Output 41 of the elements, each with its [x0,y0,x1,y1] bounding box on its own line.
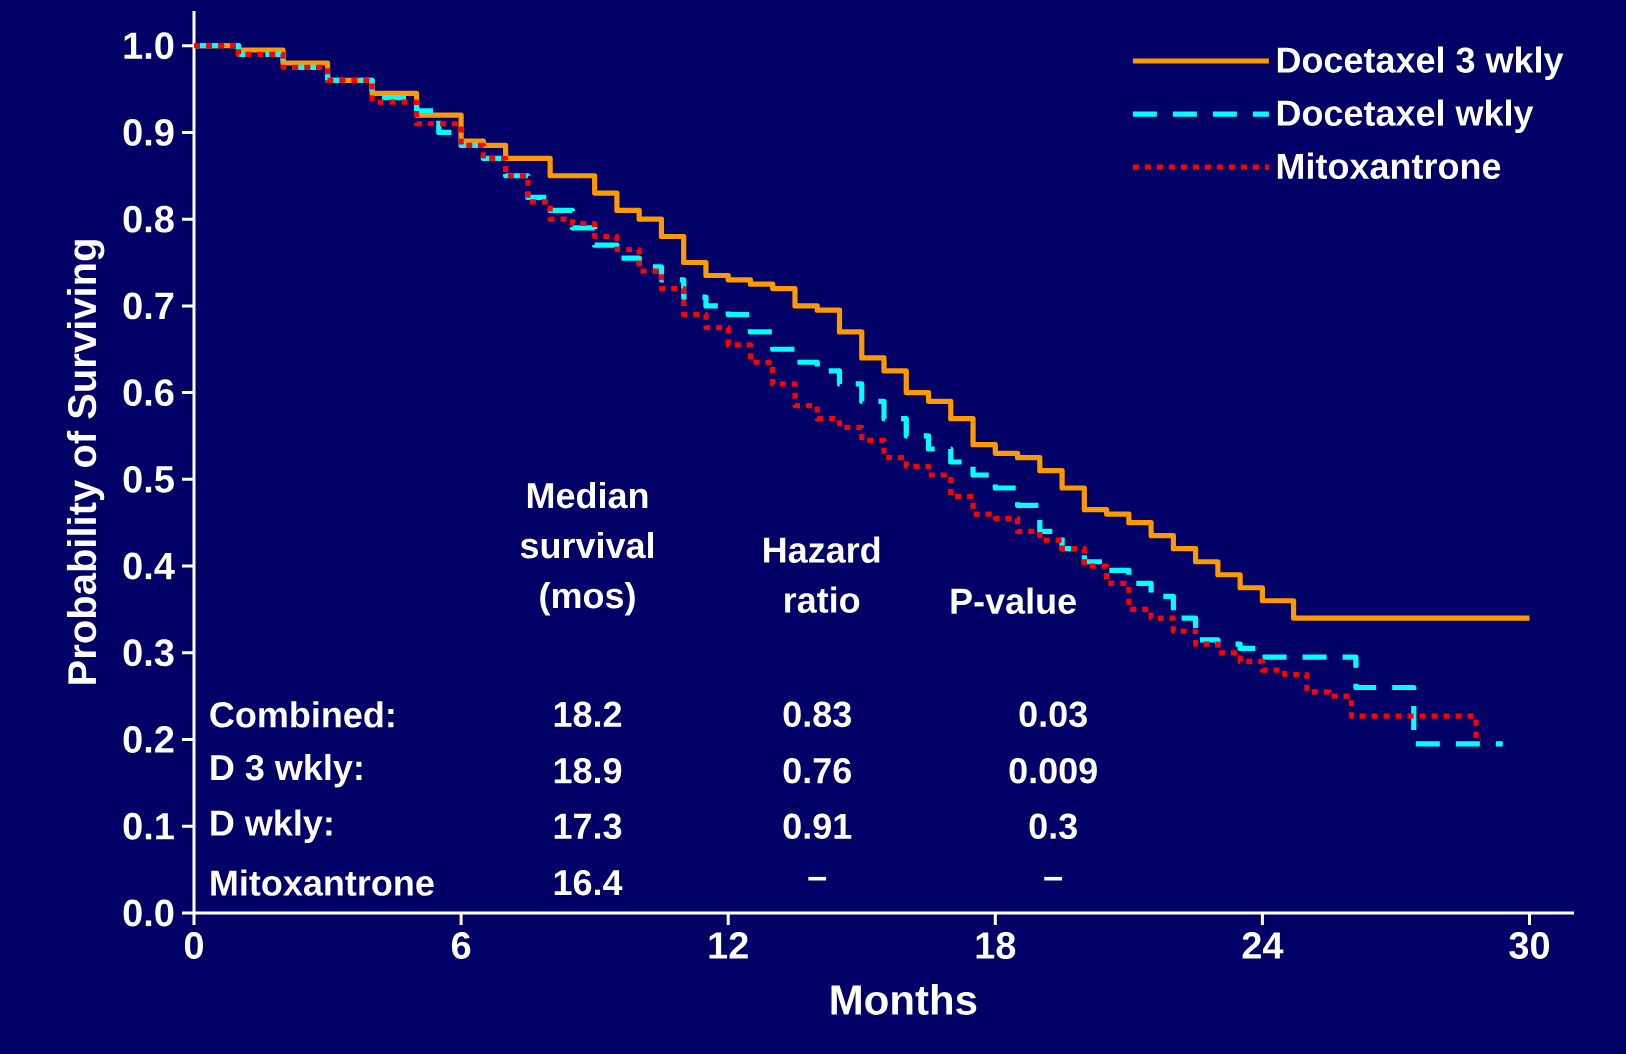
annotation: D wkly: [211,809,332,844]
annotation: 0.76 [783,757,851,784]
y-tick-label: 0.2 [123,726,174,753]
annotation: Combined: [210,701,394,728]
y-tick-label: 0.3 [123,639,174,667]
annotation: Median survival (mos) [520,481,654,616]
legend-label: Mitoxantrone [1277,152,1501,180]
annotation: – [808,876,827,881]
annotation: 0.03 [1019,701,1087,728]
x-tick-label: 18 [976,932,1016,959]
annotation: Hazard ratio [764,536,880,613]
y-tick-label: 0.1 [123,812,174,840]
annotation: 0.91 [783,813,852,839]
y-tick-label: 0.6 [123,379,174,407]
annotation: D 3 wkly: [211,753,362,788]
annotation: 18.2 [554,701,622,728]
annotation: Mitoxantrone [211,869,434,896]
annotation: P-value [951,587,1076,614]
y-tick-label: 0.7 [123,292,174,320]
y-tick-label: 0.0 [123,899,174,927]
annotation: 0.009 [1009,757,1097,784]
x-tick-label: 12 [709,932,748,959]
annotation: 0.3 [1029,813,1077,840]
x-tick-label: 24 [1242,932,1284,959]
y-tick-label: 0.4 [123,552,175,580]
x-tick-label: 30 [1509,932,1550,960]
y-tick-label: 0.8 [123,205,174,233]
annotation: 16.4 [554,869,623,896]
legend-label: Docetaxel 3 wkly [1277,46,1564,80]
legend-label: Docetaxel wkly [1277,99,1534,134]
y-tick-label: 0.5 [123,465,174,493]
y-tick-label: 1.0 [124,32,174,60]
x-tick-label: 0 [184,932,204,959]
annotation: 17.3 [554,813,622,840]
x-axis-title: Months [831,984,977,1015]
annotation: 18.9 [554,757,622,784]
x-tick-label: 6 [451,932,471,959]
y-tick-label: 0.9 [123,118,174,146]
annotation: 0.83 [783,701,851,728]
annotation: – [1044,876,1063,881]
y-axis-title: Probability of Surviving [66,240,105,684]
